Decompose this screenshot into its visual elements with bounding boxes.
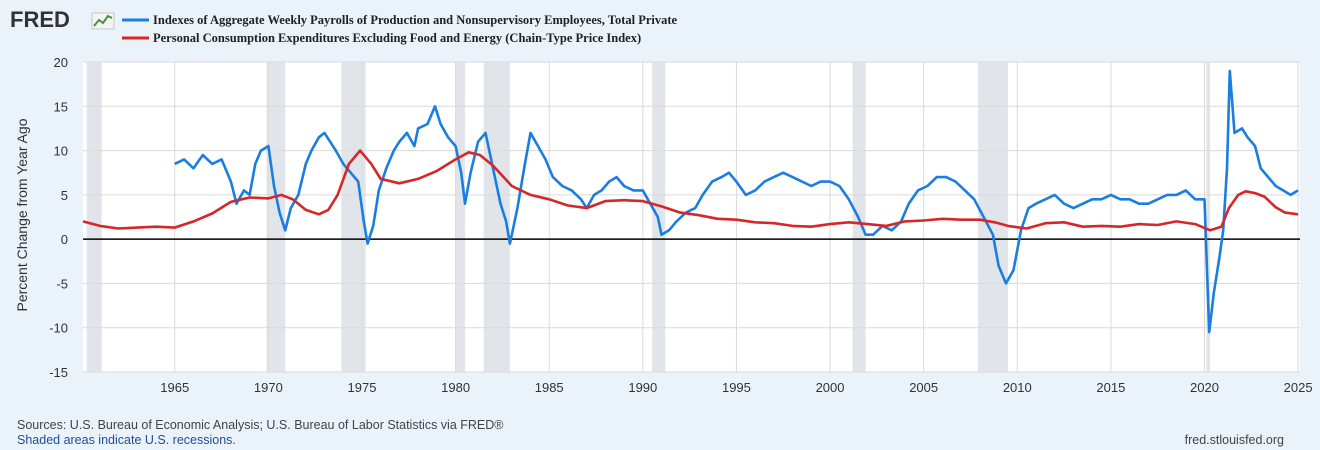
recession-band-0 <box>86 62 102 372</box>
recession-note: Shaded areas indicate U.S. recessions. <box>17 433 236 447</box>
recession-band-1 <box>266 62 286 372</box>
y-tick-label: 15 <box>54 99 68 114</box>
legend: Indexes of Aggregate Weekly Payrolls of … <box>122 13 678 45</box>
legend-label-pce: Personal Consumption Expenditures Exclud… <box>153 31 641 45</box>
x-tick-label: 2025 <box>1284 380 1313 395</box>
logo-text: FRED <box>10 7 70 32</box>
site-url: fred.stlouisfed.org <box>1185 433 1284 447</box>
x-tick-label: 1970 <box>254 380 283 395</box>
y-axis-ticks: 20 15 10 5 0 -5 -10 -15 <box>49 55 68 380</box>
x-tick-label: 1965 <box>160 380 189 395</box>
sources-text: Sources: U.S. Bureau of Economic Analysi… <box>17 418 504 432</box>
legend-label-payrolls: Indexes of Aggregate Weekly Payrolls of … <box>153 13 678 27</box>
x-tick-label: 1980 <box>441 380 470 395</box>
x-tick-label: 1990 <box>628 380 657 395</box>
logo-graph-icon <box>91 12 115 30</box>
fred-logo[interactable]: FRED <box>10 7 115 32</box>
x-tick-label: 2005 <box>909 380 938 395</box>
y-tick-label: -10 <box>49 321 68 336</box>
y-axis-label: Percent Change from Year Ago <box>14 118 30 311</box>
y-tick-label: -15 <box>49 365 68 380</box>
x-tick-label: 1975 <box>348 380 377 395</box>
series-line-pce <box>82 149 1299 232</box>
series-lines <box>82 69 1299 334</box>
y-tick-label: 10 <box>54 144 68 159</box>
y-tick-label: -5 <box>56 276 68 291</box>
recession-band-3 <box>455 62 465 372</box>
x-tick-label: 1985 <box>535 380 564 395</box>
plot-area <box>83 62 1300 372</box>
x-tick-label: 2020 <box>1190 380 1219 395</box>
y-tick-label: 20 <box>54 55 68 70</box>
y-tick-label: 0 <box>61 232 68 247</box>
recession-band-8 <box>1206 62 1211 372</box>
x-tick-label: 2000 <box>816 380 845 395</box>
x-tick-label: 2010 <box>1003 380 1032 395</box>
y-tick-label: 5 <box>61 188 68 203</box>
x-axis-ticks: 1965 1970 1975 1980 1985 1990 1995 2000 2005 2010… <box>160 380 1312 395</box>
x-tick-label: 2015 <box>1096 380 1125 395</box>
x-tick-label: 1995 <box>722 380 751 395</box>
